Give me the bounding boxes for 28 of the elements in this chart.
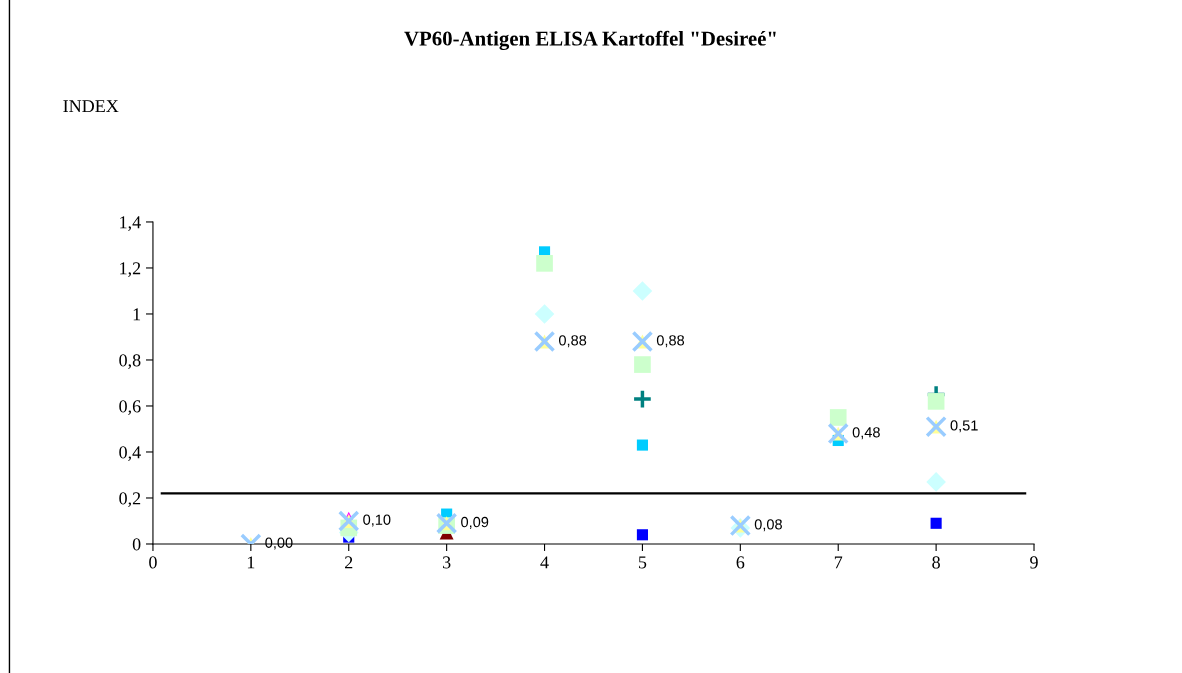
text: INDEX <box>63 100 119 113</box>
data-label: 0,88 <box>656 335 685 348</box>
x-tick-label: 8 <box>932 556 940 569</box>
x-tick-label: 1 <box>247 556 255 569</box>
data-label: 0,51 <box>950 420 978 433</box>
y-tick-label: 0,2 <box>119 492 141 508</box>
y-tick-label: 0 <box>132 538 141 551</box>
data-label: 0,09 <box>461 516 489 529</box>
data-label: 0,00 <box>265 537 293 550</box>
x-tick-label: 6 <box>736 556 745 569</box>
x-tick-label: 7 <box>834 556 843 569</box>
y-tick-label: 1,4 <box>120 216 141 231</box>
y-tick-label: 1 <box>133 308 141 321</box>
x-tick-label: 4 <box>540 556 549 569</box>
x-tick-label: 0 <box>149 556 157 569</box>
data-label: 0,08 <box>754 519 782 532</box>
y-tick-label: 0,6 <box>119 400 141 416</box>
x-tick-label: 9 <box>1030 556 1038 569</box>
x-tick-label: 3 <box>442 556 451 569</box>
y-tick-label: 1,2 <box>120 262 141 277</box>
x-tick-label: 2 <box>345 556 353 569</box>
data-label: 0,10 <box>363 514 391 527</box>
chart-title: VP60-Antigen ELISA Kartoffel "Desireé" <box>404 30 776 51</box>
x-tick-label: 5 <box>638 556 647 569</box>
data-label: 0,48 <box>852 427 880 440</box>
y-tick-label: 0,4 <box>119 446 141 462</box>
data-label: 0,88 <box>558 335 587 348</box>
y-tick-label: 0,8 <box>119 354 141 370</box>
